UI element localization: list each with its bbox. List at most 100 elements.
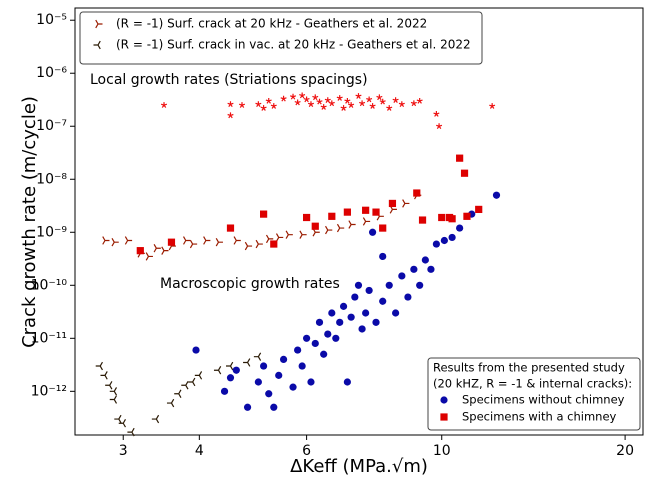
point bbox=[299, 230, 307, 239]
point bbox=[492, 191, 501, 199]
y-tick-label: 10⁻⁷ bbox=[36, 118, 67, 134]
point bbox=[328, 309, 336, 317]
y-tick-label: 10⁻⁵ bbox=[36, 12, 67, 28]
legend-label: (R = -1) Surf. crack at 20 kHz - Geather… bbox=[116, 17, 427, 31]
point bbox=[151, 414, 160, 424]
point bbox=[366, 96, 373, 103]
point bbox=[145, 252, 153, 261]
point bbox=[343, 378, 351, 386]
point bbox=[100, 371, 108, 380]
point bbox=[463, 212, 471, 220]
point bbox=[275, 371, 283, 379]
point bbox=[238, 102, 246, 108]
point bbox=[275, 233, 284, 242]
point bbox=[95, 361, 103, 371]
x-tick-label: 10 bbox=[433, 443, 451, 459]
plot-frame bbox=[74, 7, 644, 436]
legend-marker bbox=[440, 413, 448, 421]
y-tick-label: 10⁻⁶ bbox=[36, 65, 67, 81]
y-tick-label: 10⁻⁹ bbox=[36, 224, 67, 240]
point bbox=[298, 362, 306, 370]
point bbox=[253, 352, 262, 361]
point bbox=[336, 95, 343, 101]
x-tick-label: 6 bbox=[302, 443, 311, 459]
point bbox=[265, 390, 273, 398]
point bbox=[379, 297, 387, 305]
point bbox=[127, 427, 135, 437]
point bbox=[316, 98, 323, 105]
point bbox=[392, 309, 400, 317]
point bbox=[325, 225, 333, 235]
point bbox=[362, 217, 371, 226]
point bbox=[416, 97, 423, 104]
point bbox=[303, 96, 310, 103]
y-tick-label: 10⁻¹⁰ bbox=[31, 277, 68, 293]
point bbox=[294, 99, 301, 106]
point bbox=[265, 234, 274, 244]
point bbox=[105, 381, 113, 390]
x-tick-label: 3 bbox=[119, 443, 128, 459]
point bbox=[456, 154, 464, 162]
point bbox=[111, 237, 119, 247]
point bbox=[307, 378, 315, 386]
point bbox=[416, 281, 424, 289]
point bbox=[404, 293, 412, 301]
point bbox=[307, 101, 315, 108]
legend-title: Results from the presented study bbox=[433, 361, 625, 375]
y-tick-label: 10⁻¹¹ bbox=[31, 330, 67, 346]
point bbox=[440, 236, 448, 245]
legend-marker bbox=[440, 396, 448, 404]
point bbox=[343, 208, 351, 216]
point bbox=[432, 240, 440, 248]
y-tick-label: 10⁻¹² bbox=[31, 383, 67, 399]
point bbox=[324, 97, 331, 103]
point bbox=[362, 309, 370, 317]
point bbox=[289, 93, 297, 100]
point bbox=[255, 239, 263, 249]
point bbox=[102, 236, 110, 245]
point bbox=[226, 224, 235, 232]
legend-box bbox=[427, 357, 641, 431]
point bbox=[433, 111, 440, 117]
point bbox=[181, 381, 189, 390]
point bbox=[289, 383, 297, 391]
point bbox=[265, 97, 272, 104]
point bbox=[392, 97, 399, 103]
y-tick-label: 10⁻⁸ bbox=[36, 171, 67, 187]
point bbox=[109, 395, 118, 404]
point bbox=[376, 94, 383, 101]
legend-marker bbox=[95, 19, 103, 29]
point bbox=[340, 105, 347, 111]
legend-title: (20 kHZ, R = -1 & internal cracks): bbox=[433, 377, 632, 391]
point bbox=[436, 123, 443, 130]
point bbox=[336, 223, 345, 233]
point bbox=[358, 325, 366, 333]
point bbox=[302, 213, 311, 222]
point bbox=[167, 238, 176, 246]
point bbox=[279, 355, 288, 364]
point bbox=[243, 358, 251, 367]
point bbox=[438, 213, 446, 222]
point bbox=[260, 362, 268, 370]
point bbox=[294, 346, 302, 354]
point bbox=[285, 230, 293, 239]
point bbox=[161, 246, 169, 255]
point bbox=[153, 244, 161, 253]
point bbox=[213, 366, 222, 375]
point bbox=[347, 313, 355, 321]
point bbox=[118, 419, 127, 428]
point bbox=[260, 210, 268, 218]
point bbox=[489, 103, 496, 109]
point bbox=[410, 100, 417, 107]
legend-marker bbox=[93, 40, 101, 50]
point bbox=[243, 403, 252, 411]
point bbox=[227, 112, 234, 119]
point bbox=[188, 377, 196, 387]
point bbox=[385, 281, 393, 289]
annotation: Local growth rates (Striations spacings) bbox=[90, 72, 368, 88]
point bbox=[270, 103, 277, 109]
point bbox=[379, 98, 386, 105]
point bbox=[402, 199, 410, 208]
point bbox=[189, 239, 198, 249]
